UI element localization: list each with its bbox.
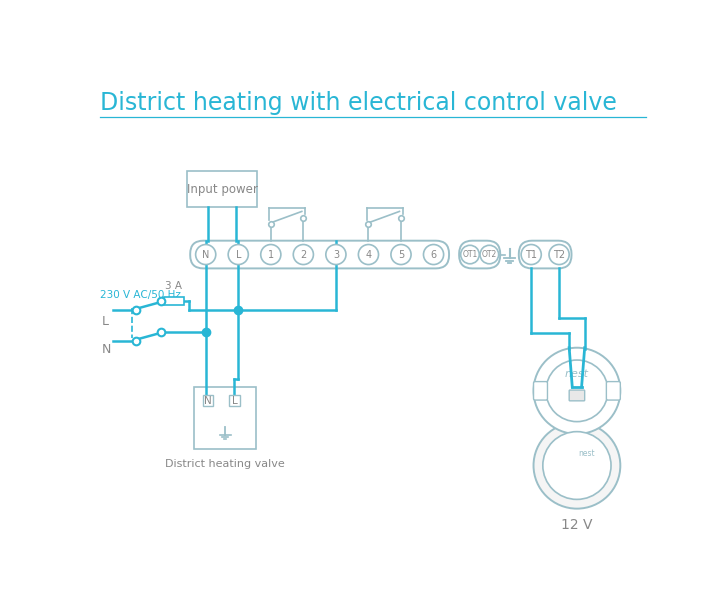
Text: 4: 4 bbox=[365, 249, 371, 260]
Text: L: L bbox=[235, 249, 241, 260]
Text: Input power: Input power bbox=[186, 182, 258, 195]
Text: 230 V AC/50 Hz: 230 V AC/50 Hz bbox=[100, 290, 181, 300]
Text: N: N bbox=[204, 396, 212, 406]
FancyBboxPatch shape bbox=[164, 297, 184, 305]
Text: N: N bbox=[202, 249, 210, 260]
Text: L: L bbox=[232, 396, 237, 406]
Circle shape bbox=[480, 245, 499, 264]
Text: 3: 3 bbox=[333, 249, 339, 260]
Text: 3 A: 3 A bbox=[165, 281, 183, 290]
Text: T1: T1 bbox=[525, 249, 537, 260]
Circle shape bbox=[391, 245, 411, 264]
Text: L: L bbox=[102, 315, 109, 328]
Text: nest: nest bbox=[565, 369, 589, 379]
FancyBboxPatch shape bbox=[459, 241, 500, 268]
FancyBboxPatch shape bbox=[187, 172, 257, 207]
Text: 6: 6 bbox=[430, 249, 437, 260]
Circle shape bbox=[543, 432, 611, 500]
Text: OT2: OT2 bbox=[482, 250, 497, 259]
FancyBboxPatch shape bbox=[519, 241, 571, 268]
Text: OT1: OT1 bbox=[462, 250, 478, 259]
FancyBboxPatch shape bbox=[202, 396, 213, 406]
Circle shape bbox=[196, 245, 215, 264]
Circle shape bbox=[293, 245, 314, 264]
Text: District heating valve: District heating valve bbox=[165, 459, 285, 469]
Circle shape bbox=[424, 245, 443, 264]
Text: 1: 1 bbox=[268, 249, 274, 260]
Text: 5: 5 bbox=[398, 249, 404, 260]
FancyBboxPatch shape bbox=[606, 381, 620, 400]
Circle shape bbox=[358, 245, 379, 264]
Circle shape bbox=[261, 245, 281, 264]
Circle shape bbox=[228, 245, 248, 264]
Circle shape bbox=[461, 245, 479, 264]
Circle shape bbox=[546, 360, 608, 422]
Text: 2: 2 bbox=[300, 249, 306, 260]
FancyBboxPatch shape bbox=[190, 241, 449, 268]
Circle shape bbox=[534, 422, 620, 508]
Circle shape bbox=[534, 347, 620, 434]
Text: nest: nest bbox=[578, 450, 595, 459]
Text: 12 V: 12 V bbox=[561, 518, 593, 532]
Text: District heating with electrical control valve: District heating with electrical control… bbox=[100, 90, 617, 115]
Circle shape bbox=[549, 245, 569, 264]
Text: N: N bbox=[102, 343, 111, 356]
FancyBboxPatch shape bbox=[194, 387, 256, 448]
FancyBboxPatch shape bbox=[569, 390, 585, 401]
Circle shape bbox=[521, 245, 542, 264]
FancyBboxPatch shape bbox=[229, 396, 240, 406]
Circle shape bbox=[326, 245, 346, 264]
Text: T2: T2 bbox=[553, 249, 565, 260]
FancyBboxPatch shape bbox=[534, 381, 547, 400]
